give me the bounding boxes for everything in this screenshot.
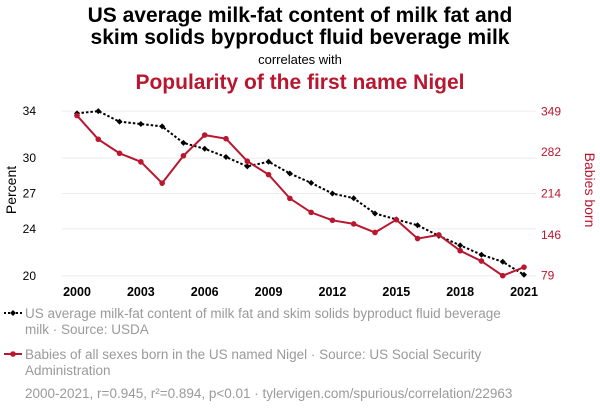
series-nigel-point: [116, 150, 123, 157]
x-tick-label: 2006: [191, 285, 219, 299]
series-milk-fat-point: [137, 121, 144, 128]
series-milk-fat-point: [159, 123, 166, 130]
chart-title-line-2: skim solids byproduct fluid beverage mil…: [91, 26, 510, 49]
series-nigel-point: [329, 217, 336, 224]
legend-item-nigel: Babies of all sexes born in the US named…: [4, 347, 481, 378]
left-tick-label: 34: [23, 104, 37, 118]
series-nigel-point: [414, 235, 421, 242]
series-nigel-line: [76, 114, 525, 277]
series-milk-fat-point: [244, 163, 251, 170]
series-nigel-point: [521, 264, 527, 270]
series-milk-fat-point: [521, 271, 527, 278]
series-milk-fat-point: [499, 258, 506, 265]
series-nigel-point: [95, 136, 102, 143]
series-nigel-point: [308, 209, 314, 216]
series-milk-fat-line: [76, 110, 525, 276]
correlates-with-text: correlates with: [258, 52, 342, 67]
chart-title-line-1: US average milk-fat content of milk fat …: [88, 4, 513, 27]
left-tick-label: 27: [23, 187, 37, 201]
series-milk-fat-point: [414, 222, 421, 229]
right-axis-label: Babies born: [582, 153, 598, 228]
x-tick-label: 2015: [382, 285, 410, 299]
x-tick-label: 2003: [127, 285, 155, 299]
right-tick-label: 214: [541, 187, 561, 201]
x-tick-label: 2018: [446, 285, 474, 299]
right-tick-label: 146: [541, 228, 561, 242]
legend-text-milk-fat-line-1: US average milk-fat content of milk fat …: [25, 306, 501, 321]
legend-marker-milk-fat: [10, 310, 16, 316]
series-layer: [74, 108, 527, 279]
chart-title-secondary: Popularity of the first name Nigel: [135, 71, 464, 94]
series-nigel-point: [223, 135, 229, 142]
series-milk-fat-point: [286, 170, 293, 177]
legend-text-nigel-line-1: Babies of all sexes born in the US named…: [25, 347, 481, 362]
series-milk-fat-point: [350, 195, 357, 202]
series-nigel-point: [499, 272, 506, 279]
series-nigel-point: [478, 258, 485, 264]
series-milk-fat-point: [223, 153, 229, 160]
series-milk-fat-point: [308, 179, 315, 186]
series-milk-fat-point: [372, 210, 378, 217]
grid-layer: [62, 110, 536, 277]
series-nigel-point: [393, 216, 400, 223]
left-tick-label: 24: [23, 222, 37, 236]
series-nigel-point: [244, 158, 251, 165]
series-nigel-point: [74, 112, 80, 119]
series-nigel-point: [265, 171, 272, 178]
legend: US average milk-fat content of milk fat …: [4, 306, 501, 378]
series-milk-fat-point: [457, 242, 464, 249]
series-milk-fat-point: [265, 158, 272, 165]
series-nigel-point: [350, 221, 357, 227]
legend-item-milk-fat: US average milk-fat content of milk fat …: [4, 306, 501, 337]
series-milk-fat-point: [201, 145, 208, 152]
series-nigel-point: [159, 180, 165, 186]
series-nigel-point: [201, 132, 208, 138]
series-milk-fat-point: [180, 139, 187, 146]
x-tick-label: 2009: [255, 285, 283, 299]
series-nigel-point: [457, 247, 463, 254]
right-tick-label: 282: [541, 145, 561, 159]
series-milk-fat-point: [478, 251, 485, 258]
series-milk-fat-point: [329, 190, 336, 197]
legend-text-nigel-line-2: Administration: [25, 363, 111, 378]
series-nigel-point: [180, 152, 187, 159]
right-tick-label: 349: [541, 104, 561, 118]
left-tick-label: 20: [23, 269, 37, 283]
series-nigel-point: [436, 232, 442, 238]
left-tick-label: 30: [23, 151, 37, 165]
series-nigel-point: [372, 229, 378, 236]
x-tick-label: 2000: [63, 285, 91, 299]
series-nigel-point: [138, 159, 144, 165]
footer-stats: 2000-2021, r=0.945, r²=0.894, p<0.01 · t…: [25, 386, 512, 401]
series-milk-fat-point: [95, 108, 102, 115]
x-tick-label: 2021: [510, 285, 538, 299]
right-tick-label: 79: [541, 269, 555, 283]
series-nigel-point: [287, 195, 293, 202]
legend-marker-nigel: [10, 351, 16, 357]
tick-layer: 20 79 24 146 27 214 30 282 34 349 2000 2003 2006 2009…: [23, 104, 562, 299]
legend-text-milk-fat-line-2: milk · Source: USDA: [25, 322, 149, 337]
series-milk-fat-point: [116, 118, 123, 125]
left-axis-label: Percent: [3, 166, 19, 214]
x-tick-label: 2012: [319, 285, 347, 299]
